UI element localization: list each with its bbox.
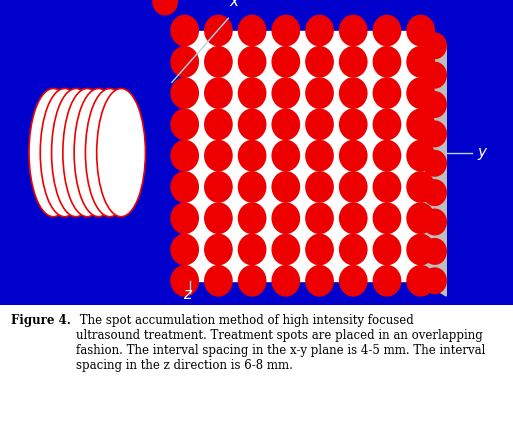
Ellipse shape: [372, 202, 401, 234]
Ellipse shape: [305, 171, 334, 203]
Ellipse shape: [406, 140, 435, 171]
Ellipse shape: [29, 89, 78, 217]
Ellipse shape: [305, 234, 334, 266]
Ellipse shape: [305, 202, 334, 234]
Ellipse shape: [339, 46, 368, 78]
Ellipse shape: [423, 150, 447, 177]
Text: The spot accumulation method of high intensity focused
ultrasound treatment. Tre: The spot accumulation method of high int…: [76, 314, 485, 372]
Ellipse shape: [339, 109, 368, 140]
Ellipse shape: [423, 208, 447, 235]
Ellipse shape: [339, 15, 368, 46]
Ellipse shape: [271, 140, 300, 171]
Ellipse shape: [271, 265, 300, 296]
Ellipse shape: [63, 89, 112, 217]
Ellipse shape: [271, 171, 300, 203]
Ellipse shape: [305, 46, 334, 78]
Ellipse shape: [339, 202, 368, 234]
Ellipse shape: [271, 202, 300, 234]
Ellipse shape: [423, 267, 447, 294]
Ellipse shape: [170, 140, 199, 171]
Ellipse shape: [96, 89, 146, 217]
Ellipse shape: [271, 77, 300, 109]
Ellipse shape: [339, 77, 368, 109]
Ellipse shape: [204, 265, 233, 296]
Ellipse shape: [204, 15, 233, 46]
Ellipse shape: [339, 140, 368, 171]
Ellipse shape: [372, 171, 401, 203]
Ellipse shape: [204, 46, 233, 78]
Ellipse shape: [305, 77, 334, 109]
Ellipse shape: [406, 202, 435, 234]
Ellipse shape: [372, 234, 401, 266]
Ellipse shape: [372, 140, 401, 171]
Ellipse shape: [406, 265, 435, 296]
Ellipse shape: [406, 15, 435, 46]
Ellipse shape: [51, 89, 101, 217]
Ellipse shape: [271, 15, 300, 46]
Ellipse shape: [238, 140, 266, 171]
Ellipse shape: [271, 46, 300, 78]
Ellipse shape: [74, 89, 123, 217]
Ellipse shape: [406, 171, 435, 203]
Bar: [185, 31, 421, 281]
Ellipse shape: [238, 171, 266, 203]
Ellipse shape: [170, 265, 199, 296]
Ellipse shape: [406, 234, 435, 266]
Ellipse shape: [238, 77, 266, 109]
Ellipse shape: [372, 46, 401, 78]
Ellipse shape: [170, 202, 199, 234]
Ellipse shape: [204, 77, 233, 109]
Ellipse shape: [372, 265, 401, 296]
Ellipse shape: [406, 46, 435, 78]
Ellipse shape: [423, 61, 447, 89]
Ellipse shape: [372, 109, 401, 140]
Ellipse shape: [372, 15, 401, 46]
Ellipse shape: [305, 109, 334, 140]
Ellipse shape: [204, 171, 233, 203]
Ellipse shape: [406, 109, 435, 140]
Ellipse shape: [271, 234, 300, 266]
Ellipse shape: [271, 109, 300, 140]
Ellipse shape: [238, 265, 266, 296]
Ellipse shape: [372, 77, 401, 109]
Ellipse shape: [170, 77, 199, 109]
Ellipse shape: [170, 234, 199, 266]
Ellipse shape: [204, 109, 233, 140]
Ellipse shape: [339, 234, 368, 266]
Ellipse shape: [204, 140, 233, 171]
Ellipse shape: [339, 265, 368, 296]
Ellipse shape: [170, 15, 199, 46]
Ellipse shape: [170, 171, 199, 203]
Ellipse shape: [423, 238, 447, 265]
Ellipse shape: [305, 15, 334, 46]
Ellipse shape: [238, 15, 266, 46]
Ellipse shape: [423, 91, 447, 118]
Ellipse shape: [305, 265, 334, 296]
Text: y: y: [477, 145, 486, 160]
Ellipse shape: [85, 89, 134, 217]
Text: x: x: [229, 0, 238, 9]
Ellipse shape: [423, 179, 447, 206]
Text: z: z: [183, 287, 191, 302]
Ellipse shape: [40, 89, 89, 217]
Ellipse shape: [152, 0, 178, 16]
Ellipse shape: [204, 202, 233, 234]
Ellipse shape: [238, 46, 266, 78]
Ellipse shape: [238, 202, 266, 234]
Ellipse shape: [238, 234, 266, 266]
Ellipse shape: [339, 171, 368, 203]
Ellipse shape: [423, 120, 447, 147]
Text: Figure 4.: Figure 4.: [11, 314, 71, 327]
Ellipse shape: [204, 234, 233, 266]
Ellipse shape: [170, 109, 199, 140]
Ellipse shape: [238, 109, 266, 140]
Ellipse shape: [423, 32, 447, 59]
Polygon shape: [421, 31, 446, 296]
Ellipse shape: [406, 77, 435, 109]
Ellipse shape: [170, 46, 199, 78]
Ellipse shape: [305, 140, 334, 171]
